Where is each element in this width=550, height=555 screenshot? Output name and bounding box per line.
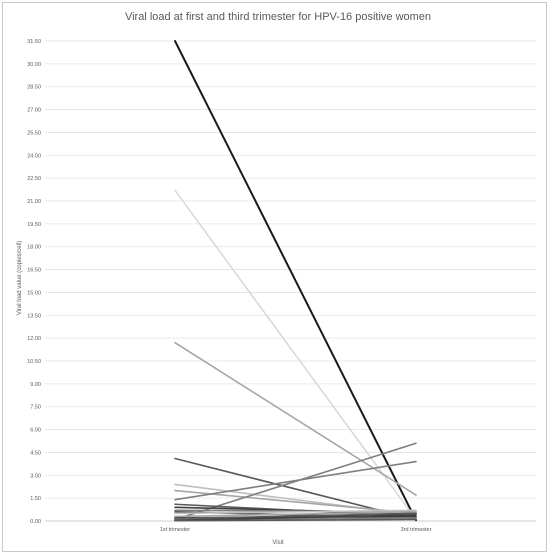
series-line [174,489,417,515]
y-tick-label: 27.00 [27,108,41,114]
chart-title: Viral load at first and third trimester … [125,11,431,23]
y-tick-label: 25.50 [27,130,41,136]
y-tick-label: 16.50 [27,268,41,274]
y-tick-label: 12.00 [27,336,41,342]
gridlines [45,40,536,522]
y-tick-label: 7.50 [30,405,41,411]
series-line [174,514,417,522]
y-tick-labels: 0.00 1.50 3.00 4.50 6.00 7.50 9.00 10.50 12.00 13… [27,39,41,525]
series-line [174,509,417,515]
series-line [174,40,417,522]
y-tick-label: 0.00 [30,519,41,525]
y-tick-label: 30.00 [27,62,41,68]
y-tick-label: 6.00 [30,428,41,434]
y-tick-label: 3.00 [30,473,41,479]
y-tick-label: 28.50 [27,85,41,91]
y-tick-label: 31.50 [27,39,41,45]
line-chart: Viral load at first and third trimester … [17,11,536,546]
x-tick-label: 3rd trimester [401,527,432,533]
y-tick-label: 10.50 [27,359,41,365]
y-tick-label: 24.00 [27,153,41,159]
y-tick-label: 22.50 [27,176,41,182]
series-line [174,189,417,521]
x-tick-labels: 1st trimester 3rd trimester [160,527,432,533]
y-tick-label: 18.00 [27,245,41,251]
y-axis-label: Viral load value (copies/cell) [17,241,23,316]
x-tick-label: 1st trimester [160,527,190,533]
y-tick-label: 19.50 [27,222,41,228]
series-line [174,512,417,520]
series-line [174,341,417,496]
y-tick-label: 13.50 [27,313,41,319]
y-tick-label: 9.00 [30,382,41,388]
y-tick-label: 21.00 [27,199,41,205]
x-axis-label: Visit [272,540,284,546]
y-tick-label: 15.00 [27,290,41,296]
y-tick-label: 4.50 [30,450,41,456]
series-line [174,511,417,518]
series-line [174,518,417,522]
series-lines [174,40,417,522]
y-tick-label: 1.50 [30,496,41,502]
